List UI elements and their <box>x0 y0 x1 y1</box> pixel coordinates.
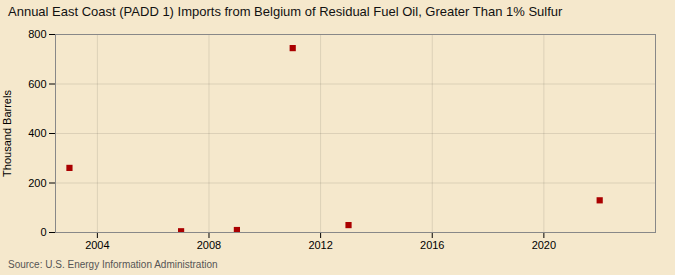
svg-text:2008: 2008 <box>197 239 221 251</box>
svg-text:400: 400 <box>28 127 46 139</box>
svg-text:2012: 2012 <box>308 239 332 251</box>
svg-text:0: 0 <box>40 226 46 238</box>
svg-text:2020: 2020 <box>532 239 556 251</box>
svg-text:Thousand Barrels: Thousand Barrels <box>1 90 13 177</box>
svg-text:200: 200 <box>28 177 46 189</box>
svg-text:600: 600 <box>28 78 46 90</box>
svg-text:2016: 2016 <box>420 239 444 251</box>
html-text:Source: U.S. Energy Informatio: Source: U.S. Energy Information Administ… <box>8 259 218 270</box>
svg-text:2004: 2004 <box>85 239 109 251</box>
html-text:Annual East Coast (PADD 1) Imp: Annual East Coast (PADD 1) Imports from … <box>8 4 563 19</box>
svg-text:800: 800 <box>28 28 46 40</box>
